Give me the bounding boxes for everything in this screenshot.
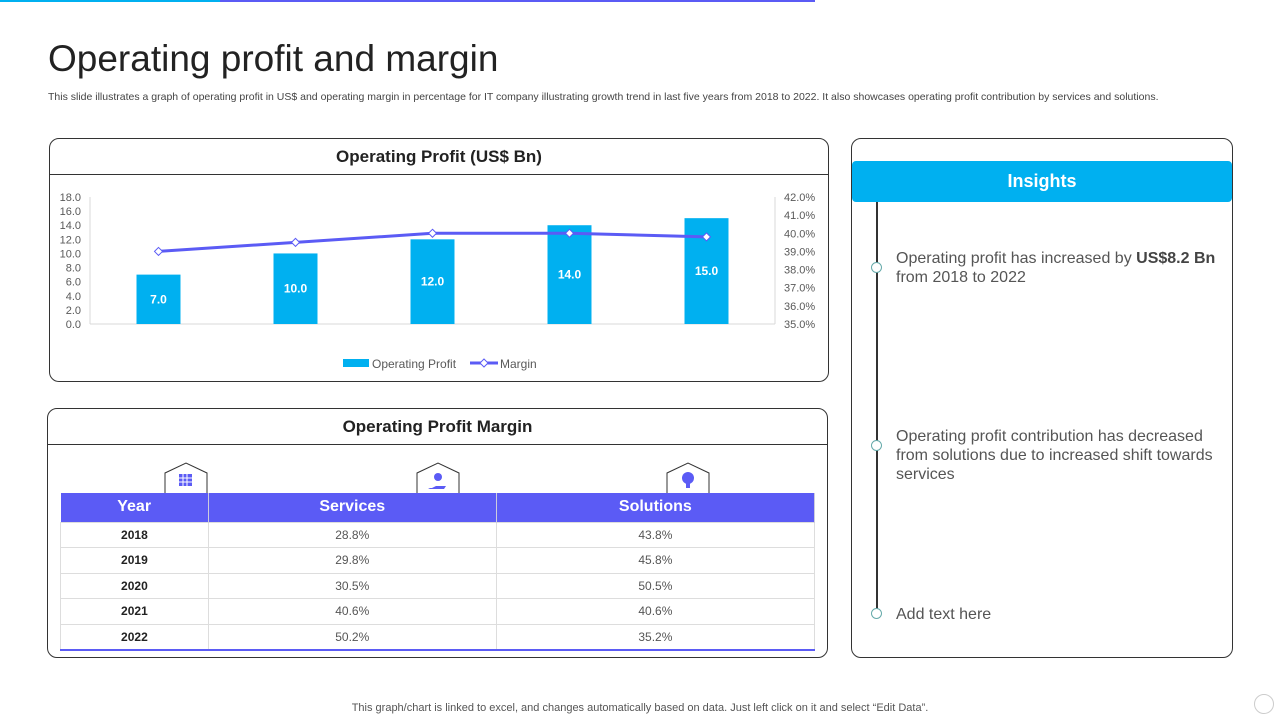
- bar-data-label: 12.0: [421, 275, 445, 289]
- cell-services: 30.5%: [207, 572, 497, 599]
- right-tick-label: 42.0%: [784, 192, 815, 204]
- page-title: Operating profit and margin: [48, 38, 499, 79]
- cell-services: 50.2%: [207, 623, 497, 651]
- left-tick-label: 12.0: [60, 234, 81, 246]
- right-tick-label: 40.0%: [784, 228, 815, 240]
- timeline-line: [876, 202, 878, 614]
- left-tick-label: 2.0: [66, 305, 81, 317]
- calendar-icon: [164, 462, 208, 493]
- cell-year: 2021: [60, 598, 209, 625]
- table-row: 2021 40.6% 40.6%: [60, 598, 816, 625]
- top-accent-bar: [0, 0, 815, 2]
- insight-text: Operating profit has increased by: [896, 250, 1137, 267]
- insights-panel: [851, 138, 1233, 658]
- chart-title: Operating Profit (US$ Bn): [50, 139, 828, 175]
- cell-solutions: 45.8%: [495, 547, 816, 574]
- bar: [547, 225, 592, 324]
- insight-highlight: US$8.2 Bn: [1136, 250, 1216, 267]
- right-tick-label: 37.0%: [784, 283, 815, 295]
- cell-solutions: 50.5%: [495, 572, 816, 599]
- margin-title: Operating Profit Margin: [48, 409, 827, 445]
- margin-point: [290, 237, 301, 248]
- header-solutions: Solutions: [496, 493, 816, 522]
- bar: [273, 253, 318, 324]
- legend-label: Operating Profit: [372, 357, 457, 371]
- right-tick-label: 38.0%: [784, 265, 815, 277]
- margin-point: [153, 246, 164, 257]
- insight-2: Operating profit contribution has decrea…: [896, 428, 1213, 483]
- operating-profit-chart: 0.0 2.0 4.0 6.0 8.0 10.0 12.0 14.0 16.0 18.0 35.0%…: [60, 192, 816, 371]
- right-tick-label: 36.0%: [784, 301, 815, 313]
- timeline-dot: [871, 608, 882, 619]
- bar: [410, 239, 455, 324]
- insights-title: Insights: [852, 161, 1232, 202]
- timeline-dot: [871, 440, 882, 451]
- table-row: 2020 30.5% 50.5%: [60, 572, 816, 599]
- timeline-dot: [871, 262, 882, 273]
- legend-label: Margin: [500, 357, 537, 371]
- cell-solutions: 43.8%: [495, 521, 816, 548]
- lightbulb-gear-icon: [666, 462, 710, 493]
- page-subtitle: This slide illustrates a graph of operat…: [48, 91, 1159, 103]
- gear-hand-icon: [416, 462, 460, 493]
- right-tick-label: 35.0%: [784, 319, 815, 331]
- cell-services: 28.8%: [207, 521, 497, 548]
- insight-3: Add text here: [896, 606, 992, 623]
- nav-circle[interactable]: [1254, 694, 1274, 714]
- margin-panel: Operating Profit Margin Year Services So…: [47, 408, 828, 658]
- left-tick-label: 0.0: [66, 319, 81, 331]
- table-row: 2019 29.8% 45.8%: [60, 547, 816, 574]
- footer-note: This graph/chart is linked to excel, and…: [351, 702, 929, 714]
- cell-solutions: 35.2%: [495, 623, 816, 651]
- cell-services: 40.6%: [207, 598, 497, 625]
- cell-year: 2018: [60, 521, 209, 548]
- header-services: Services: [208, 493, 497, 522]
- table-row: 2018 28.8% 43.8%: [60, 521, 816, 548]
- left-tick-label: 6.0: [66, 277, 81, 289]
- cell-solutions: 40.6%: [495, 598, 816, 625]
- right-tick-label: 39.0%: [784, 246, 815, 258]
- left-tick-label: 18.0: [60, 192, 81, 204]
- insight-1: Operating profit has increased by US$8.2…: [896, 249, 1216, 287]
- left-tick-label: 14.0: [60, 220, 81, 232]
- bar-data-label: 10.0: [284, 282, 308, 296]
- cell-year: 2022: [60, 623, 209, 651]
- margin-point: [701, 232, 712, 242]
- table-row: 2022 50.2% 35.2%: [60, 623, 816, 651]
- cell-year: 2019: [60, 547, 209, 574]
- left-tick-label: 16.0: [60, 206, 81, 218]
- margin-point: [564, 228, 575, 238]
- margin-point: [427, 228, 438, 238]
- bar: [136, 274, 181, 324]
- left-tick-label: 10.0: [60, 248, 81, 260]
- insight-text: from 2018 to 2022: [896, 269, 1026, 286]
- header-year: Year: [60, 493, 209, 522]
- cell-year: 2020: [60, 572, 209, 599]
- cell-services: 29.8%: [207, 547, 497, 574]
- left-tick-label: 8.0: [66, 263, 81, 275]
- right-tick-label: 41.0%: [784, 210, 815, 222]
- legend-bar-swatch: [343, 359, 369, 367]
- margin-table: Year Services Solutions 2018 28.8% 43.8% 20…: [60, 493, 816, 651]
- legend-line-marker: [479, 358, 489, 368]
- bar-data-label: 14.0: [558, 268, 582, 282]
- bar-data-label: 15.0: [695, 264, 719, 278]
- bar-data-label: 7.0: [150, 292, 167, 306]
- left-tick-label: 4.0: [66, 291, 81, 303]
